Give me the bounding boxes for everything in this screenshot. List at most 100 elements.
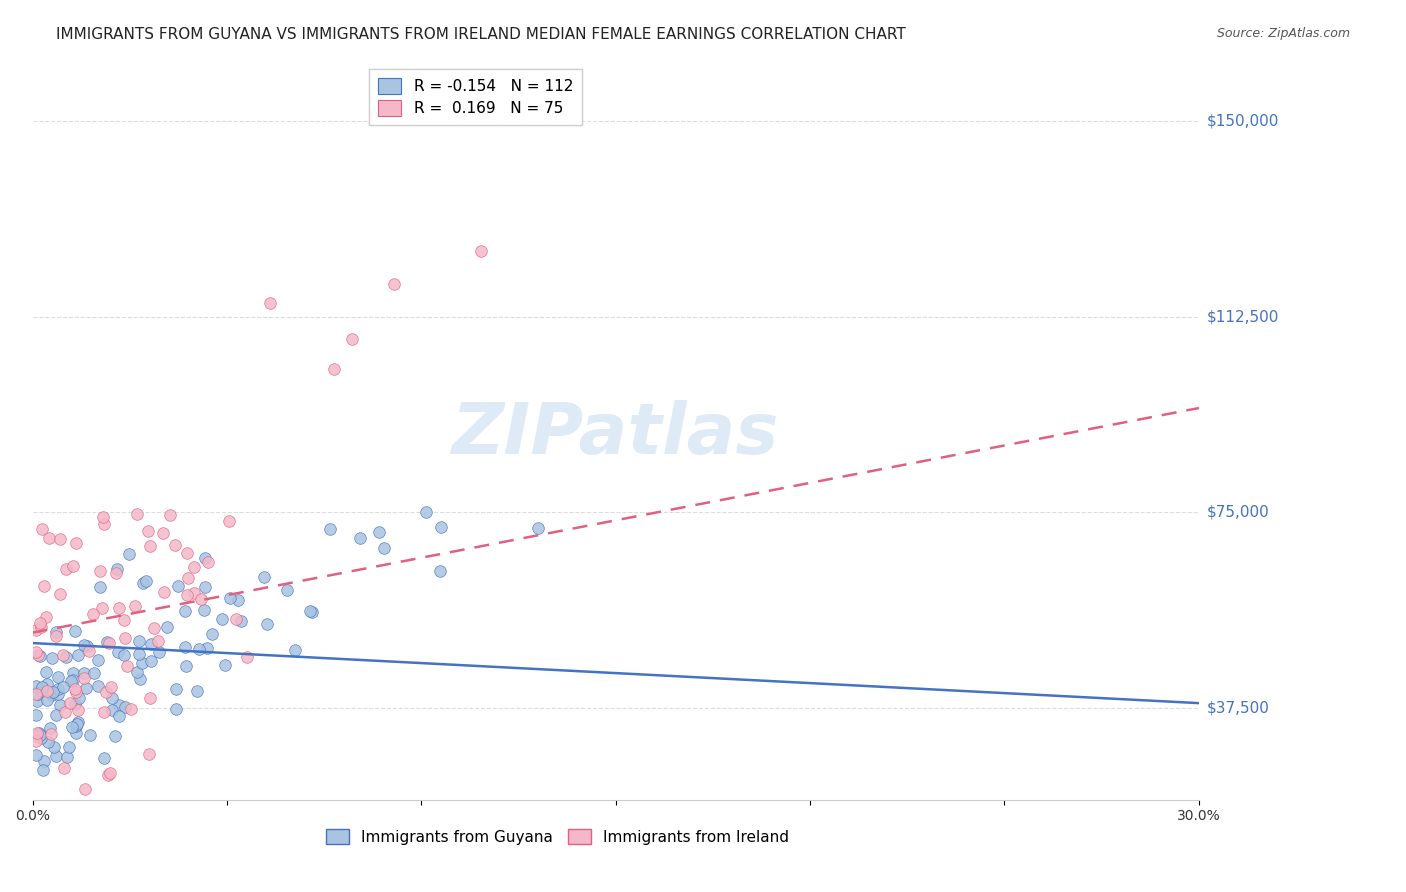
Point — [97, 767, 120, 781]
Point — [30, 648, 52, 663]
Point — [86, 653, 108, 667]
Point — [45, 749, 67, 764]
Point — [49, 587, 72, 601]
Point — [218, 591, 240, 605]
Point — [104, 729, 127, 743]
Point — [183, 560, 205, 574]
Point — [167, 579, 190, 593]
Point — [107, 709, 129, 723]
Point — [67, 715, 90, 730]
Point — [174, 640, 197, 654]
Point — [183, 586, 205, 600]
Point — [72, 671, 94, 685]
Point — [114, 700, 136, 714]
Point — [284, 642, 307, 657]
Point — [89, 564, 111, 578]
Point — [91, 510, 114, 524]
Point — [193, 581, 215, 595]
Point — [65, 717, 87, 731]
Point — [45, 707, 67, 722]
Point — [139, 637, 162, 651]
Point — [190, 592, 212, 607]
Point — [201, 627, 224, 641]
Point — [93, 705, 115, 719]
Point — [143, 621, 166, 635]
Point — [75, 681, 97, 695]
Point — [82, 607, 104, 621]
Point — [67, 703, 90, 717]
Point — [156, 620, 179, 634]
Point — [62, 673, 84, 687]
Point — [73, 638, 96, 652]
Point — [30, 620, 52, 634]
Point — [165, 538, 187, 552]
Point — [73, 666, 96, 681]
Point — [89, 581, 111, 595]
Point — [131, 657, 153, 671]
Point — [124, 599, 146, 613]
Point — [93, 751, 115, 765]
Point — [35, 677, 58, 691]
Point — [42, 685, 65, 699]
Point — [58, 739, 80, 754]
Text: ZIPatlas: ZIPatlas — [451, 400, 779, 468]
Point — [46, 669, 69, 683]
Point — [37, 684, 59, 698]
Point — [139, 691, 162, 706]
Point — [301, 605, 323, 619]
Point — [253, 569, 276, 583]
Point — [65, 719, 87, 733]
Point — [49, 698, 72, 713]
Point — [44, 739, 66, 754]
Point — [30, 616, 52, 631]
Point — [132, 575, 155, 590]
Point — [349, 531, 371, 545]
Point — [176, 546, 198, 560]
Point — [194, 550, 217, 565]
Point — [108, 601, 131, 615]
Point — [152, 585, 174, 599]
Point — [195, 641, 218, 656]
Point — [25, 679, 48, 693]
Point — [197, 555, 219, 569]
Point — [62, 559, 84, 574]
Point — [53, 705, 76, 719]
Text: $150,000: $150,000 — [1206, 113, 1279, 128]
Point — [34, 579, 56, 593]
Point — [117, 659, 139, 673]
Legend: R = -0.154   N = 112, R =  0.169   N = 75: R = -0.154 N = 112, R = 0.169 N = 75 — [370, 69, 582, 125]
Point — [28, 726, 51, 740]
Point — [79, 728, 101, 742]
Text: IMMIGRANTS FROM GUYANA VS IMMIGRANTS FROM IRELAND MEDIAN FEMALE EARNINGS CORRELA: IMMIGRANTS FROM GUYANA VS IMMIGRANTS FRO… — [56, 27, 905, 42]
Point — [165, 702, 187, 716]
Point — [177, 571, 200, 585]
Point — [107, 645, 129, 659]
Point — [139, 539, 162, 553]
Point — [96, 685, 118, 699]
Point — [96, 634, 118, 648]
Point — [214, 658, 236, 673]
Point — [173, 604, 195, 618]
Point — [56, 750, 79, 764]
Point — [152, 525, 174, 540]
Point — [276, 583, 298, 598]
Point — [37, 735, 59, 749]
Point — [39, 727, 62, 741]
Point — [100, 680, 122, 694]
Point — [65, 726, 87, 740]
Point — [30, 728, 52, 742]
Point — [25, 729, 48, 743]
Point — [25, 707, 48, 722]
Point — [49, 533, 72, 547]
Point — [48, 687, 70, 701]
Point — [93, 517, 115, 532]
Point — [62, 666, 84, 681]
Point — [35, 665, 58, 679]
Point — [193, 603, 215, 617]
Point — [299, 604, 322, 618]
Point — [101, 690, 124, 705]
Point — [91, 601, 114, 615]
Point — [45, 625, 67, 640]
Point — [101, 703, 124, 717]
Point — [368, 524, 391, 539]
